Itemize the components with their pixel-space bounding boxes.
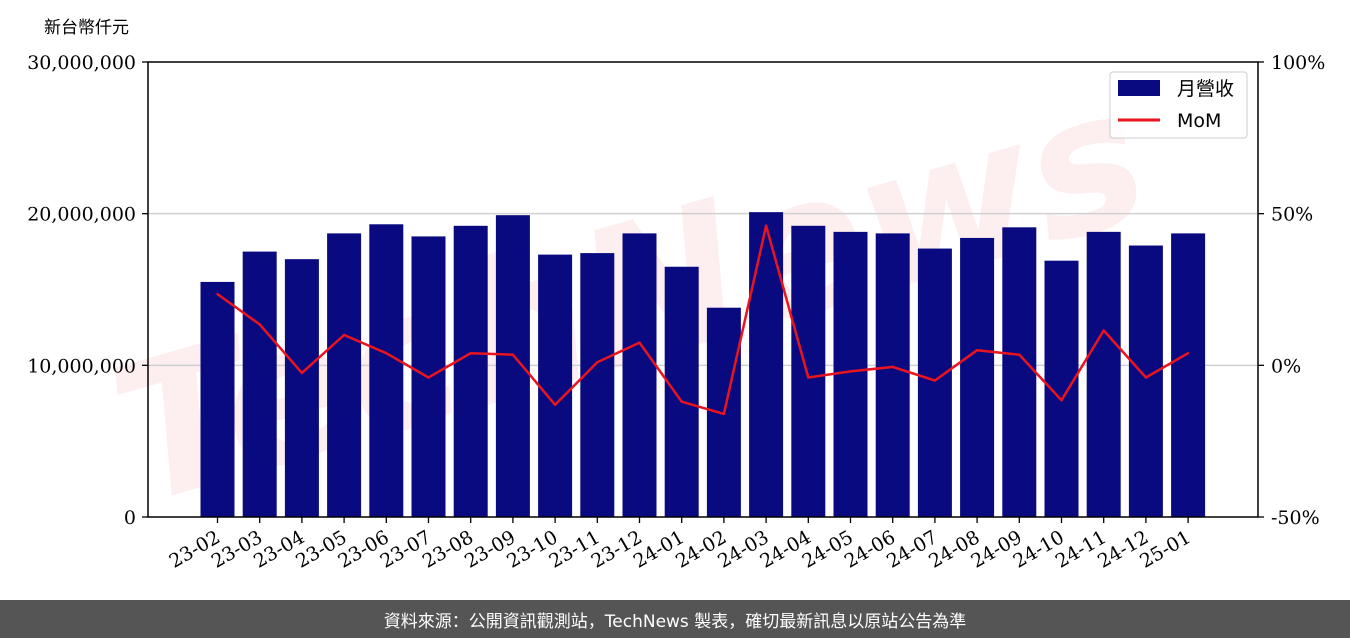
bar-24-05 <box>833 231 868 517</box>
right-tick-label: -50% <box>1271 507 1320 529</box>
left-tick-label: 20,000,000 <box>27 204 136 226</box>
left-tick-label: 0 <box>124 507 136 529</box>
mom-point-23-12 <box>638 341 641 344</box>
bar-24-08 <box>960 237 995 517</box>
mom-point-23-05 <box>342 333 346 337</box>
mom-point-23-04 <box>300 371 304 375</box>
bar-23-03 <box>242 251 277 518</box>
bar-24-12 <box>1128 245 1163 517</box>
mom-point-24-10 <box>1060 399 1063 402</box>
bar-24-11 <box>1086 231 1121 517</box>
mom-point-23-02 <box>216 292 219 296</box>
axes <box>147 61 1259 518</box>
right-tick-label: 100% <box>1271 52 1325 74</box>
mom-point-23-11 <box>596 361 599 364</box>
bar-25-01 <box>1171 233 1206 517</box>
mom-point-23-08 <box>469 352 472 355</box>
mom-point-25-01 <box>1186 352 1190 355</box>
bar-23-11 <box>580 253 615 517</box>
mom-point-24-06 <box>891 365 894 369</box>
revenue-chart: TechNews 010,000,00020,000,00030,000,000… <box>27 18 1325 573</box>
mom-point-23-10 <box>553 403 557 406</box>
legend-line-label: MoM <box>1177 110 1221 132</box>
bar-series <box>200 212 1206 518</box>
mom-point-24-08 <box>975 348 979 352</box>
legend-bar-label: 月營收 <box>1177 78 1234 100</box>
mom-point-24-04 <box>807 376 810 379</box>
bar-24-07 <box>917 248 952 518</box>
bar-23-08 <box>453 225 488 518</box>
bar-24-04 <box>791 225 826 518</box>
bar-23-02 <box>200 281 235 517</box>
mom-point-24-12 <box>1144 376 1148 379</box>
bar-24-06 <box>875 233 910 517</box>
mom-point-23-07 <box>427 376 430 379</box>
mom-point-24-11 <box>1102 329 1105 332</box>
mom-point-24-03 <box>764 224 768 227</box>
line-series <box>216 224 1190 416</box>
mom-point-24-02 <box>722 412 726 416</box>
mom-point-23-03 <box>258 323 261 326</box>
mom-point-24-07 <box>933 379 937 382</box>
mom-point-23-06 <box>385 352 388 355</box>
mom-line <box>216 224 1189 416</box>
source-footer: 資料來源：公開資訊觀測站，TechNews 製表，確切最新訊息以原站公告為準 <box>0 600 1350 638</box>
legend: 月營收 MoM <box>1109 71 1248 139</box>
left-tick-label: 30,000,000 <box>27 52 136 74</box>
mom-point-24-09 <box>1018 353 1021 356</box>
y-axis-unit-label: 新台幣仟元 <box>44 18 129 38</box>
plot-frame <box>147 61 1259 518</box>
right-tick-label: 50% <box>1271 204 1313 226</box>
bar-23-09 <box>495 215 530 517</box>
left-tick-label: 10,000,000 <box>27 355 136 377</box>
bar-23-06 <box>369 224 404 518</box>
mom-point-24-01 <box>680 400 683 403</box>
right-tick-label: 0% <box>1271 355 1301 377</box>
bar-23-10 <box>538 254 573 517</box>
legend-bar-swatch <box>1118 80 1160 96</box>
bar-23-04 <box>284 259 319 517</box>
bar-24-09 <box>1002 227 1037 518</box>
mom-point-23-09 <box>511 353 515 356</box>
bar-23-12 <box>622 233 657 517</box>
footer-text: 資料來源：公開資訊觀測站，TechNews 製表，確切最新訊息以原站公告為準 <box>383 611 967 632</box>
bar-23-05 <box>327 233 362 517</box>
bar-24-01 <box>664 266 699 517</box>
mom-point-24-05 <box>849 370 852 373</box>
bar-24-03 <box>749 212 784 517</box>
